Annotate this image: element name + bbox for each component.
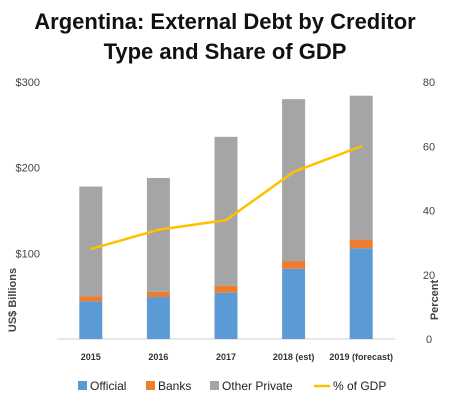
bar-official-4 <box>349 248 373 339</box>
y-left-tick-label: $100 <box>16 248 40 260</box>
bar-official-3 <box>282 268 306 339</box>
legend-swatch <box>146 381 155 390</box>
line-point <box>292 170 295 174</box>
bar-other-private-2 <box>214 136 238 286</box>
y-right-tick-label: 40 <box>423 206 435 218</box>
y-right-tick-label: 0 <box>426 334 432 346</box>
legend-label: Other Private <box>222 379 293 393</box>
bar-other-private-1 <box>146 177 170 292</box>
bar-official-1 <box>146 297 170 339</box>
chart-title-line-2: Type and Share of GDP <box>104 39 347 64</box>
line-point <box>157 228 160 231</box>
x-tick-label: 2015 <box>81 352 101 362</box>
y-right-tick-label: 80 <box>423 77 435 89</box>
legend: Official Banks Other Private % of GDP <box>78 379 386 393</box>
x-tick-label: 2019 (forecast) <box>329 352 393 362</box>
axes: $100 $200 $300 0 20 40 60 80 US$ Billions Percent… <box>7 77 441 362</box>
bar-other-private-0 <box>79 186 103 297</box>
bar-banks-0 <box>79 296 103 302</box>
legend-swatch <box>78 381 87 390</box>
legend-label: Official <box>90 379 126 393</box>
x-tick-label: 2018 (est) <box>273 352 315 362</box>
y-right-tick-label: 20 <box>423 270 435 282</box>
bars <box>79 95 373 339</box>
legend-swatch <box>210 381 219 390</box>
y-right-axis-title: Percent <box>429 279 441 320</box>
bar-banks-2 <box>214 285 238 293</box>
bar-official-0 <box>79 301 103 339</box>
line-point <box>360 145 363 148</box>
bar-banks-4 <box>349 239 373 249</box>
legend-label: Banks <box>158 379 191 393</box>
x-tick-label: 2016 <box>148 352 168 362</box>
bar-official-2 <box>214 292 238 339</box>
chart-title-line-1: Argentina: External Debt by Creditor <box>34 9 416 34</box>
y-left-axis-title: US$ Billions <box>7 268 19 332</box>
bar-banks-3 <box>282 261 306 269</box>
bar-other-private-4 <box>349 95 373 240</box>
x-tick-label: 2017 <box>216 352 236 362</box>
bar-other-private-3 <box>282 99 306 262</box>
legend-label: % of GDP <box>333 379 386 393</box>
gdp-share-line <box>89 145 363 251</box>
y-right-tick-label: 60 <box>423 141 435 153</box>
y-left-tick-label: $200 <box>16 163 40 175</box>
line-point <box>89 247 93 251</box>
bar-banks-1 <box>146 291 170 298</box>
line-point <box>224 218 228 222</box>
y-left-tick-label: $300 <box>16 77 40 89</box>
